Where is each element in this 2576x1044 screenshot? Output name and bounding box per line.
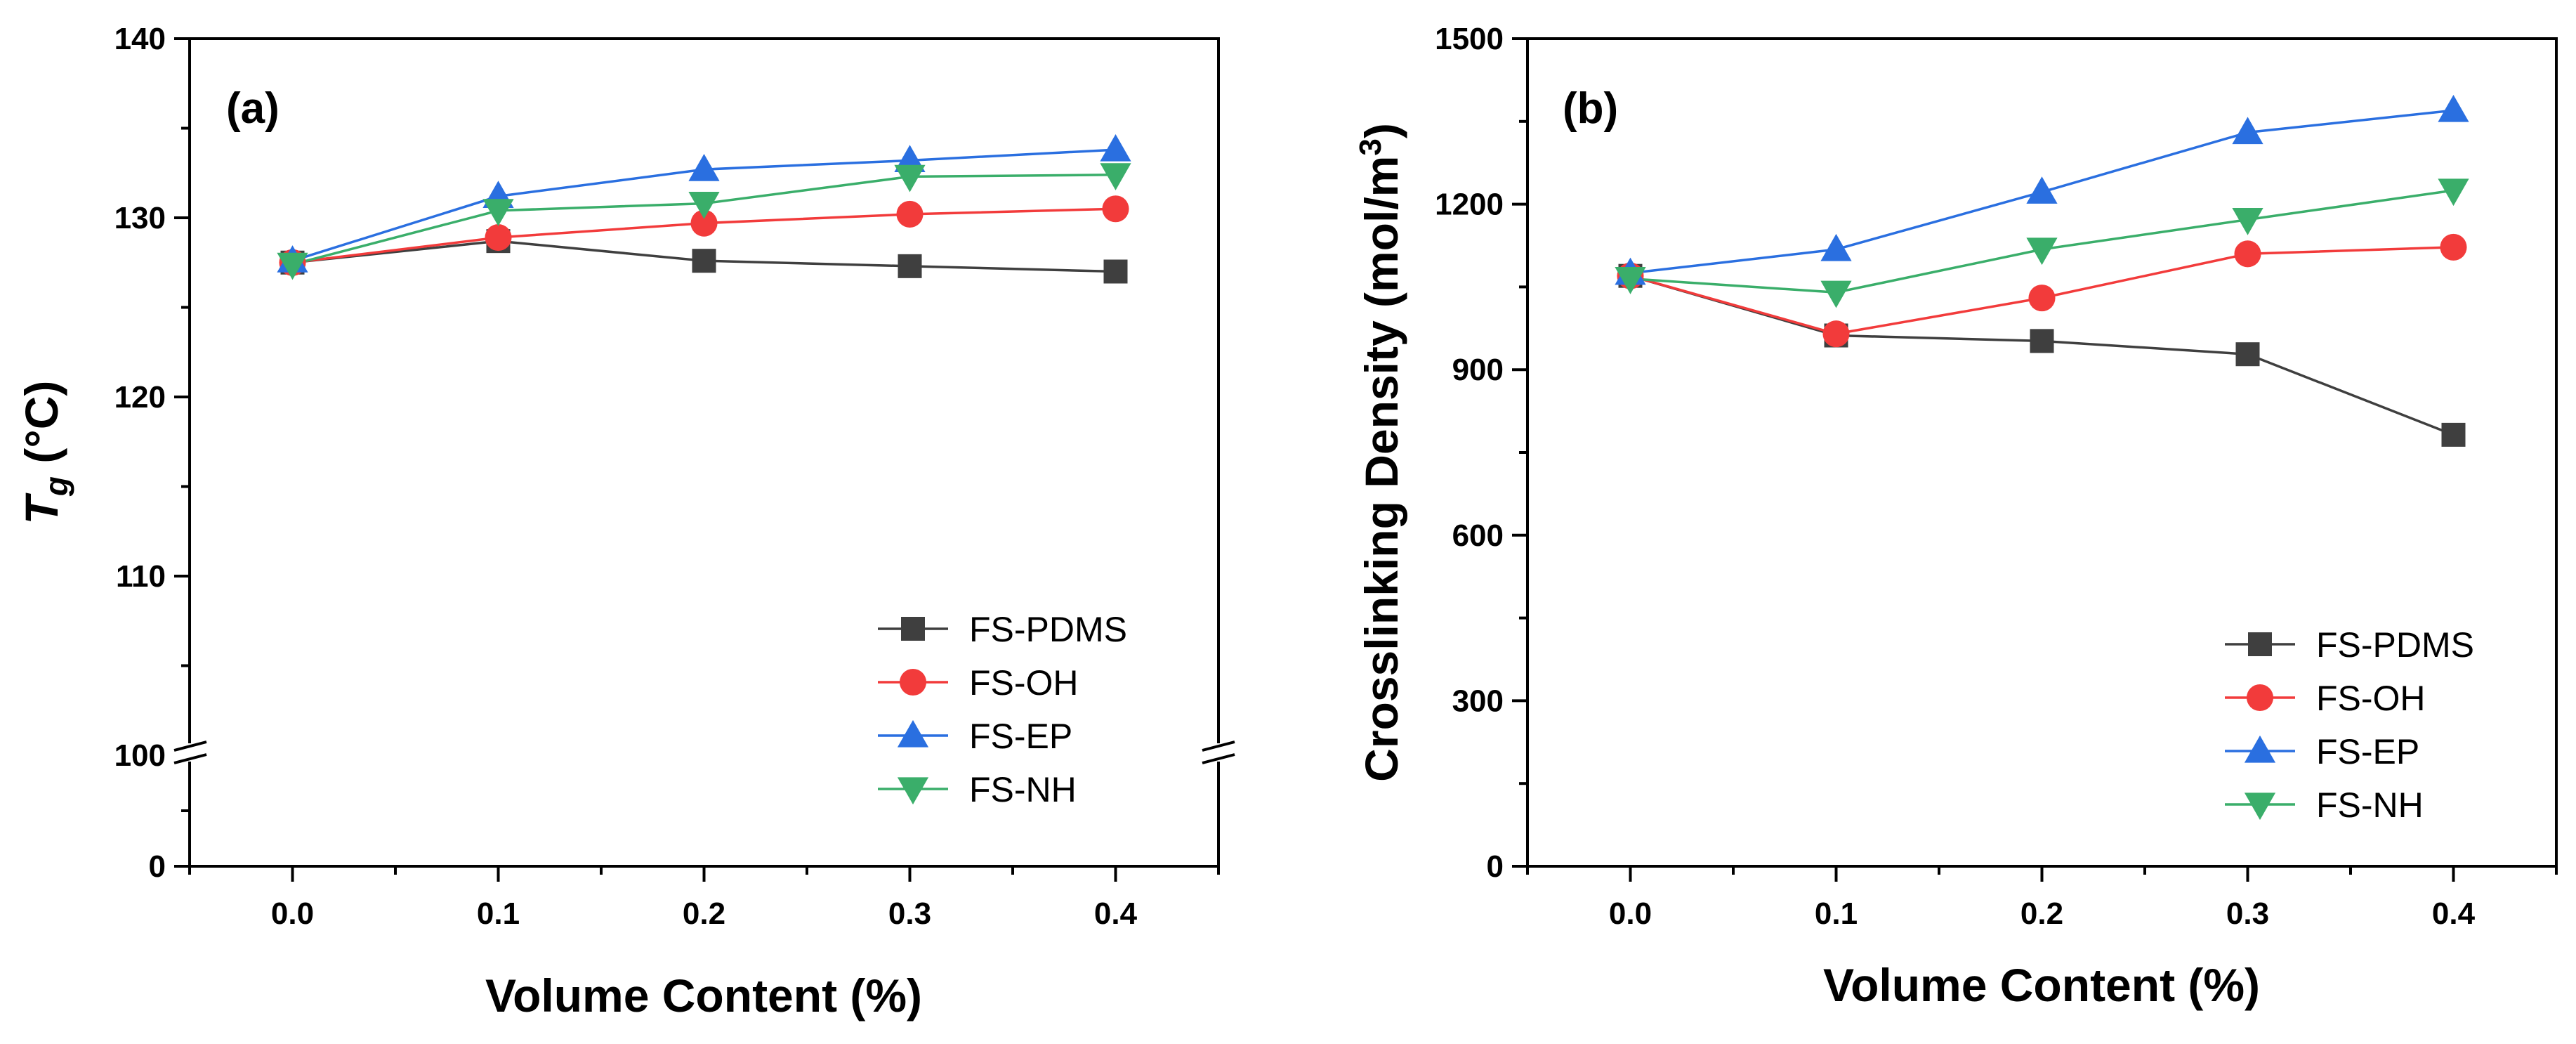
panel-a-y-axis-title: Tg (°C) [15, 381, 74, 525]
a-point-fs-oh [690, 209, 718, 237]
a-legend-marker-fs-oh [899, 668, 927, 696]
a-legend-label-fs-oh: FS-OH [969, 663, 1079, 703]
panel-b-x-axis-title: Volume Content (%) [1823, 959, 2260, 1011]
a-x-tick-label: 0.1 [477, 896, 520, 931]
panel-b-legend: FS-PDMS FS-OH FS-EP FS-NH [2225, 625, 2474, 825]
b-point-fs-nh [2026, 237, 2058, 266]
b-point-fs-pdms [2235, 342, 2260, 367]
a-point-fs-pdms [898, 254, 922, 278]
panel-a-label: (a) [226, 84, 280, 133]
a-x-tick-label: 0.2 [683, 896, 725, 931]
b-point-fs-ep [2026, 176, 2058, 204]
b-point-fs-ep [2232, 117, 2263, 145]
panel-b-y-axis-title: Crosslinking Density (mol/m3) [1353, 123, 1407, 782]
a-point-fs-oh [485, 224, 512, 252]
a-point-fs-ep [1100, 134, 1131, 162]
b-y-tick-label: 1500 [1435, 22, 1504, 56]
a-point-fs-nh [688, 192, 720, 219]
b-legend-label-fs-ep: FS-EP [2316, 732, 2419, 771]
b-y-tick-label: 600 [1452, 518, 1504, 553]
b-point-fs-pdms [2030, 329, 2054, 353]
b-point-fs-ep [1820, 233, 1852, 261]
a-y-tick-label: 120 [114, 380, 166, 415]
a-legend-marker-fs-pdms [901, 617, 925, 641]
b-y-tick-label: 1200 [1435, 188, 1504, 222]
panel-a-tg-chart: (a) 0.0 0.1 0.2 0.3 0.4 0 100 110 120 130 140 FS-P… [15, 22, 1237, 1022]
b-x-tick-label: 0.4 [2432, 896, 2476, 931]
a-y-tick-label: 130 [114, 201, 166, 235]
panel-b-y-axis-label: Crosslinking Density (mol/m [1355, 156, 1407, 782]
b-point-fs-oh [2234, 240, 2261, 268]
b-y-tick-label: 0 [1487, 849, 1504, 884]
a-legend-label-fs-ep: FS-EP [969, 717, 1072, 756]
panel-a-series [277, 134, 1131, 284]
panel-b-crosslinking-chart: (b) 0.0 0.1 0.2 0.3 0.4 0 300 600 900 1200 1500 FS… [1353, 22, 2558, 1011]
b-legend-label-fs-nh: FS-NH [2316, 785, 2424, 825]
panel-a-y-axis-symbol: T [15, 492, 67, 524]
a-legend-label-fs-pdms: FS-PDMS [969, 610, 1127, 649]
a-legend-marker-fs-ep [897, 719, 929, 748]
b-point-fs-oh [2028, 285, 2056, 312]
b-y-tick-label: 900 [1452, 353, 1504, 387]
panel-a-y-axis-subscript: g [38, 476, 74, 497]
b-point-fs-nh [2232, 208, 2263, 235]
a-point-fs-nh [482, 199, 514, 226]
b-legend-marker-fs-ep [2244, 735, 2276, 763]
b-legend-label-fs-oh: FS-OH [2316, 679, 2426, 718]
a-legend-label-fs-nh: FS-NH [969, 770, 1077, 809]
a-point-fs-nh [1100, 163, 1131, 190]
a-point-fs-oh [896, 200, 924, 228]
b-point-fs-oh [1822, 320, 1850, 348]
panel-a-ticks: 0.0 0.1 0.2 0.3 0.4 0 100 110 120 130 140 [114, 22, 1220, 931]
panel-a-y-axis-unit: (°C) [15, 381, 67, 476]
a-point-fs-pdms [692, 249, 716, 273]
a-legend-marker-fs-nh [897, 777, 929, 805]
a-x-tick-label: 0.4 [1094, 896, 1138, 931]
a-y-tick-label: 0 [149, 849, 166, 884]
b-point-fs-oh [2440, 233, 2467, 261]
b-x-tick-label: 0.1 [1815, 896, 1858, 931]
b-point-fs-nh [1615, 267, 1646, 294]
a-point-fs-oh [1102, 195, 1129, 223]
b-legend-label-fs-pdms: FS-PDMS [2316, 625, 2474, 665]
b-point-fs-nh [2438, 178, 2469, 207]
a-y-tick-label: 110 [116, 559, 166, 594]
panel-b-label: (b) [1563, 84, 1618, 133]
panel-b-y-axis-close: ) [1355, 123, 1407, 138]
b-legend-marker-fs-nh [2244, 792, 2276, 821]
panel-a-x-axis-title: Volume Content (%) [485, 970, 922, 1022]
panel-a-legend: FS-PDMS FS-OH FS-EP FS-NH [878, 610, 1127, 809]
a-y-tick-label: 140 [114, 22, 166, 56]
b-legend-marker-fs-pdms [2248, 632, 2272, 656]
b-x-tick-label: 0.3 [2226, 896, 2269, 931]
a-point-fs-ep [688, 154, 720, 181]
a-point-fs-nh [277, 252, 308, 280]
b-x-tick-label: 0.0 [1609, 896, 1652, 931]
panel-b-ticks: 0.0 0.1 0.2 0.3 0.4 0 300 600 900 1200 1500 [1435, 22, 2558, 931]
b-y-tick-label: 300 [1452, 684, 1504, 718]
b-point-fs-ep [2438, 94, 2469, 122]
a-point-fs-pdms [1103, 259, 1128, 284]
panel-b-series [1615, 94, 2469, 447]
a-point-fs-nh [894, 164, 926, 193]
b-legend-marker-fs-oh [2246, 684, 2274, 712]
b-point-fs-pdms [2441, 422, 2466, 447]
panel-a-axis-break-right [1202, 740, 1237, 764]
a-x-tick-label: 0.0 [271, 896, 314, 931]
a-x-tick-label: 0.3 [888, 896, 931, 931]
panel-b-y-axis-superscript: 3 [1353, 138, 1388, 155]
b-x-tick-label: 0.2 [2020, 896, 2063, 931]
a-y-tick-label: 100 [114, 738, 166, 773]
panel-a-axis-break-left [173, 740, 209, 764]
b-point-fs-nh [1820, 280, 1852, 308]
